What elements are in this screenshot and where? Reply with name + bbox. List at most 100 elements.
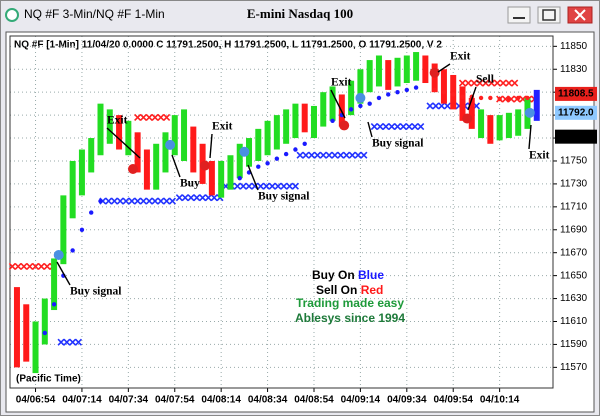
trail-dot	[358, 103, 363, 109]
x-marker	[464, 79, 472, 87]
x-marker	[37, 262, 45, 271]
x-marker	[348, 151, 356, 159]
price-bar	[51, 258, 58, 311]
maximize-icon	[542, 9, 556, 21]
price-bar	[533, 89, 540, 121]
window-buttons[interactable]	[507, 6, 593, 24]
x-marker	[393, 123, 402, 131]
price-bar	[171, 115, 178, 156]
x-marker	[175, 194, 183, 202]
legend-buy: Buy On Blue	[312, 268, 384, 282]
y-tick-label: 11650	[560, 270, 588, 281]
trail-dot	[70, 248, 75, 253]
trail-dot	[432, 87, 437, 93]
price-bar	[78, 149, 85, 196]
chart-title: E-mini Nasdaq 100	[247, 6, 353, 21]
signal-dot	[53, 249, 64, 260]
x-marker	[139, 113, 147, 121]
x-marker	[405, 123, 413, 131]
x-tick-label: 04/09:14	[341, 395, 381, 406]
signal-dot	[355, 92, 366, 103]
price-label: 11792.0	[558, 107, 594, 118]
x-tick-label: 04/08:14	[201, 395, 241, 406]
x-marker	[268, 182, 276, 190]
x-marker	[476, 79, 484, 87]
x-marker	[382, 123, 390, 131]
x-marker	[199, 194, 207, 202]
minimize-button[interactable]	[507, 6, 531, 24]
app-icon	[5, 8, 19, 22]
trail-dot	[367, 101, 372, 106]
trail-dot	[413, 85, 419, 90]
signal-dot	[339, 120, 350, 131]
y-tick-label: 11710	[560, 201, 588, 212]
x-marker	[505, 79, 513, 87]
price-bar	[125, 120, 132, 156]
x-marker	[245, 182, 253, 190]
x-marker	[57, 338, 65, 346]
x-marker	[458, 79, 467, 87]
y-tick-label: 11730	[560, 179, 588, 190]
price-bar	[329, 86, 336, 121]
price-bar	[60, 195, 67, 265]
slogan-2: Ablesys since 1994	[295, 311, 405, 325]
price-bar	[366, 60, 373, 93]
legend-buy-text: Buy On	[312, 268, 355, 282]
chart-panel	[5, 31, 595, 413]
annotation: Buy signal	[258, 191, 309, 203]
y-tick-label: 11850	[560, 41, 588, 52]
legend-sell: Sell On Red	[316, 283, 383, 297]
y-tick-label: 11630	[560, 293, 588, 304]
price-bar	[273, 115, 280, 150]
time-zone: (Pacific Time)	[16, 374, 81, 385]
trail-dot	[98, 198, 103, 204]
x-marker	[354, 151, 362, 159]
price-bar	[264, 120, 271, 156]
x-tick-label: 04/08:54	[294, 395, 334, 406]
x-marker	[417, 123, 425, 131]
x-marker	[331, 151, 339, 159]
y-tick-label: 11690	[560, 224, 588, 235]
annotation: Exit	[450, 51, 471, 63]
y-tick-label: 11570	[560, 362, 588, 373]
annotation-arrow	[528, 124, 532, 150]
trail-dot	[525, 95, 530, 101]
x-marker	[145, 197, 153, 205]
price-bar	[487, 115, 494, 144]
signal-dot	[524, 107, 535, 118]
x-tick-label: 04/10:14	[480, 395, 520, 406]
x-marker	[399, 123, 407, 131]
price-bar	[357, 69, 364, 104]
x-marker	[163, 197, 171, 205]
x-marker	[134, 197, 142, 205]
trail-dot	[506, 96, 512, 102]
trail-dot	[256, 164, 261, 169]
x-marker	[26, 262, 34, 271]
price-bar	[496, 115, 503, 141]
signal-dot	[199, 160, 210, 171]
x-marker	[360, 151, 368, 159]
trail-dot	[265, 161, 270, 166]
price-label: 11771.2	[558, 131, 594, 142]
x-marker	[493, 79, 501, 87]
trail-dot	[451, 92, 456, 97]
price-bar	[348, 80, 355, 116]
price-bar	[236, 143, 243, 179]
x-marker	[157, 197, 165, 205]
x-marker	[31, 262, 40, 271]
trail-dot	[89, 210, 94, 215]
price-bar	[116, 115, 123, 150]
trail-dot	[283, 151, 289, 157]
x-marker	[145, 113, 153, 121]
trail-dot	[42, 330, 48, 336]
x-marker	[128, 197, 136, 205]
trail-dot	[293, 147, 298, 152]
signal-dot	[127, 164, 138, 175]
close-icon	[574, 9, 586, 21]
x-marker	[105, 197, 113, 205]
price-bar	[190, 126, 197, 173]
x-marker	[257, 182, 265, 190]
slogan-1: Trading made easy	[296, 296, 404, 310]
x-marker	[210, 194, 218, 202]
x-marker	[511, 79, 519, 87]
